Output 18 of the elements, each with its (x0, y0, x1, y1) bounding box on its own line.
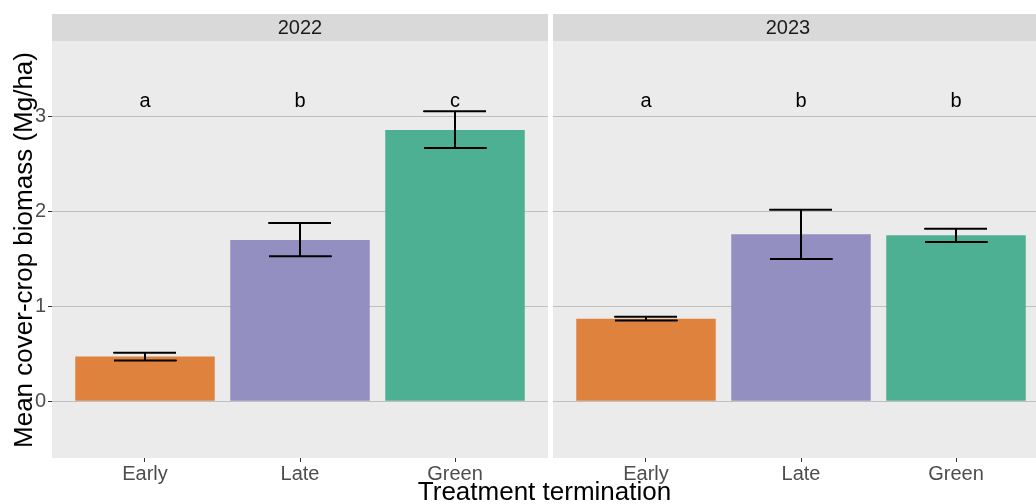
bar (230, 240, 370, 401)
x-tick-label: Early (122, 461, 168, 484)
y-tick-label: 2 (34, 199, 46, 222)
annotation: b (795, 88, 807, 111)
y-tick-label: 1 (34, 293, 46, 316)
x-tick-label: Green (928, 461, 984, 484)
annotation: b (294, 88, 306, 111)
x-tick-label: Late (781, 461, 821, 484)
chart-title: 2022 (277, 16, 323, 38)
annotation: a (640, 88, 653, 111)
y-tick-label: 0 (34, 388, 46, 411)
chart-title: 2023 (765, 16, 811, 38)
bar (385, 130, 525, 401)
bar (75, 356, 215, 401)
annotation: b (950, 88, 962, 111)
annotation: c (450, 88, 460, 111)
annotation: a (139, 88, 152, 111)
x-tick-label: Late (280, 461, 320, 484)
